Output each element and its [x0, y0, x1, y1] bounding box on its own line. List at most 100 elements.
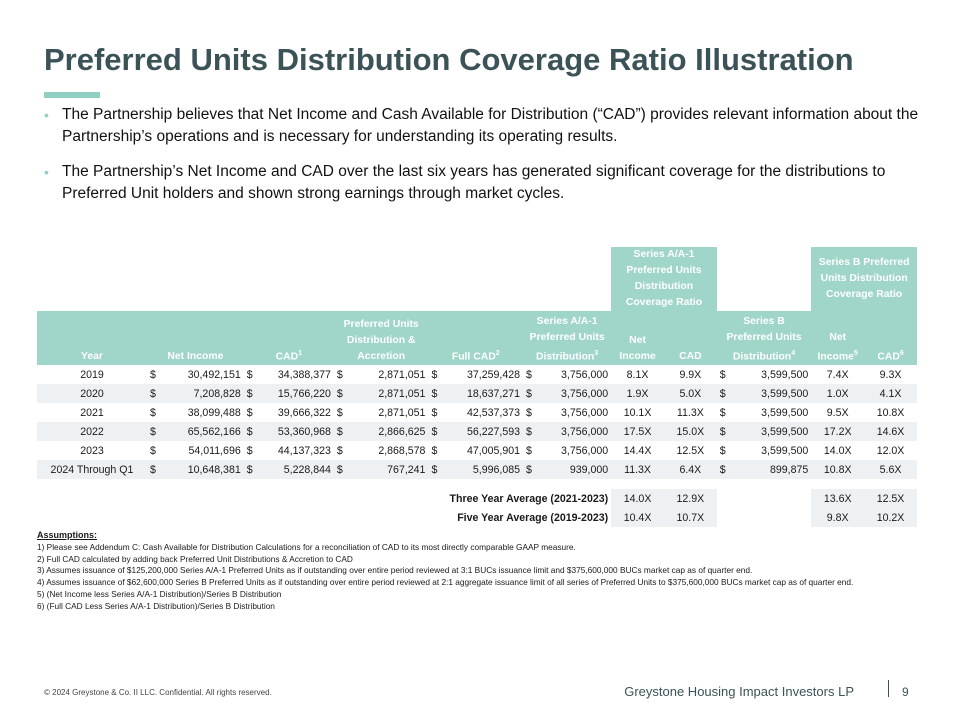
bullet-text: The Partnership’s Net Income and CAD ove… [62, 163, 886, 202]
page-number: 9 [902, 685, 909, 699]
assumption-item: 1) Please see Addendum C: Cash Available… [37, 541, 576, 552]
average-gap [717, 508, 812, 527]
net-income-cell: 65,562,166 [168, 422, 244, 441]
column-header-row: Year Net Income CAD1 Preferred Units Dis… [37, 311, 917, 365]
average-label: Five Year Average (2019-2023) [457, 511, 609, 524]
series-a-dist-cell: 939,000 [545, 460, 612, 479]
pref-dist-cell: 2,866,625 [355, 422, 429, 441]
b-net-income-ratio-cell: 9.5X [826, 406, 849, 419]
series-b-dist-cell: 3,599,500 [761, 444, 809, 457]
currency-cell: $ [716, 460, 739, 479]
a-net-income-average: 14.0X [611, 489, 664, 508]
b-cad-ratio-cell: 12.0X [876, 444, 905, 457]
currency-cell: $ [526, 444, 532, 457]
series-a-dist-cell: 3,756,000 [561, 368, 609, 381]
footer-company: Greystone Housing Impact Investors LP [624, 684, 854, 699]
full-cad-cell: 42,537,373 [466, 406, 521, 419]
pref-dist-cell: 2,871,051 [378, 368, 426, 381]
currency-cell: $ [336, 406, 343, 419]
net-income-cell: 10,648,381 [168, 460, 244, 479]
assumptions-heading: Assumptions: [37, 530, 98, 540]
bullet-item: • The Partnership believes that Net Incom… [44, 104, 924, 148]
currency-cell: $ [146, 422, 169, 441]
a-net-income-ratio-cell: 8.1X [626, 368, 649, 381]
table-row: 2022 $65,562,166 $53,360,968 $2,866,625 $56,… [37, 422, 917, 441]
a-net-income-ratio-cell: 1.9X [611, 384, 664, 403]
col-cad: CAD1 [275, 349, 303, 362]
assumption-item: 4) Assumes issuance of $62,600,000 Serie… [37, 577, 854, 588]
b-cad-ratio-cell: 14.6X [864, 422, 917, 441]
net-income-cell: 54,011,696 [188, 444, 241, 457]
b-net-income-ratio-cell: 17.2X [811, 422, 865, 441]
currency-cell: $ [246, 368, 253, 381]
assumption-item: 5) (Net Income less Series A/A-1 Distrib… [37, 588, 282, 599]
cad-cell: 53,360,968 [265, 422, 334, 441]
col-b-cad: CAD6 [877, 349, 904, 362]
bullet-list: • The Partnership believes that Net Incom… [44, 104, 924, 218]
series-b-dist-cell: 3,599,500 [761, 368, 809, 381]
currency-cell: $ [428, 384, 451, 403]
currency-cell: $ [428, 422, 451, 441]
pref-dist-cell: 2,868,578 [378, 444, 426, 457]
currency-cell: $ [431, 406, 438, 419]
a-cad-ratio-cell: 6.4X [663, 460, 717, 479]
series-a-group-header: Series A/A-1 Preferred Units Distributio… [611, 247, 717, 311]
currency-cell: $ [523, 422, 545, 441]
a-net-income-ratio-cell: 14.4X [623, 444, 652, 457]
currency-cell: $ [246, 444, 253, 457]
currency-cell: $ [428, 460, 451, 479]
bullet-item: • The Partnership’s Net Income and CAD ov… [44, 161, 924, 205]
full-cad-cell: 56,227,593 [450, 422, 524, 441]
col-a-net-income: Net Income [619, 335, 656, 362]
a-net-income-ratio-cell: 11.3X [611, 460, 664, 479]
series-a-dist-cell: 3,756,000 [561, 406, 609, 419]
currency-cell: $ [243, 422, 266, 441]
b-net-income-average: 13.6X [811, 489, 865, 508]
currency-cell: $ [333, 384, 356, 403]
a-cad-ratio-cell: 9.9X [679, 368, 702, 381]
currency-cell: $ [243, 384, 266, 403]
col-pref-dist: Preferred Units Distribution & Accretion [343, 319, 419, 362]
full-cad-cell: 47,005,901 [466, 444, 521, 457]
assumption-item: 3) Assumes issuance of $125,200,000 Seri… [37, 565, 753, 576]
a-net-income-ratio-cell: 10.1X [623, 406, 652, 419]
currency-cell: $ [431, 368, 438, 381]
b-cad-ratio-cell: 9.3X [879, 368, 902, 381]
year-cell: 2023 [80, 444, 104, 457]
series-a-dist-cell: 3,756,000 [545, 422, 612, 441]
table-row: 2019 $30,492,151 $34,388,377 $2,871,051 $37,… [37, 365, 917, 384]
coverage-table: Series A/A-1 Preferred Units Distributio… [37, 247, 917, 527]
cad-cell: 5,228,844 [265, 460, 334, 479]
table-row: 2024 Through Q1 $10,648,381 $5,228,844 $767… [37, 460, 917, 479]
series-b-group-header: Series B Preferred Units Distribution Co… [811, 247, 917, 311]
a-cad-ratio-cell: 15.0X [663, 422, 717, 441]
cad-cell: 44,137,323 [277, 444, 331, 457]
a-cad-ratio-cell: 5.0X [663, 384, 717, 403]
col-series-a-dist: Series A/A-1 Preferred Units Distributio… [529, 315, 605, 362]
bullet-text: The Partnership believes that Net Income… [62, 106, 919, 145]
spacer-row [37, 479, 917, 489]
table-body: 2019 $30,492,151 $34,388,377 $2,871,051 $37,… [37, 365, 917, 479]
currency-cell: $ [146, 384, 169, 403]
b-cad-ratio-cell: 4.1X [864, 384, 917, 403]
average-row: Three Year Average (2021-2023) 14.0X 12.9X… [37, 489, 917, 508]
col-b-net-income: Net Income5 [817, 331, 858, 362]
currency-cell: $ [431, 444, 438, 457]
cad-cell: 34,388,377 [277, 368, 331, 381]
net-income-cell: 7,208,828 [168, 384, 244, 403]
b-net-income-ratio-cell: 1.0X [811, 384, 865, 403]
currency-cell: $ [146, 460, 169, 479]
col-full-cad: Full CAD2 [451, 349, 500, 362]
currency-cell: $ [246, 406, 253, 419]
currency-cell: $ [523, 384, 545, 403]
b-net-income-ratio-cell: 7.4X [826, 368, 849, 381]
average-gap [717, 489, 812, 508]
assumptions: Assumptions: 1) Please see Addendum C: C… [37, 530, 853, 613]
year-cell: 2021 [80, 406, 104, 419]
series-a-dist-cell: 3,756,000 [545, 384, 612, 403]
a-cad-ratio-cell: 12.5X [676, 444, 705, 457]
currency-cell: $ [336, 368, 343, 381]
col-a-cad: CAD [679, 351, 702, 362]
a-cad-average: 12.9X [663, 489, 717, 508]
net-income-cell: 30,492,151 [187, 368, 241, 381]
